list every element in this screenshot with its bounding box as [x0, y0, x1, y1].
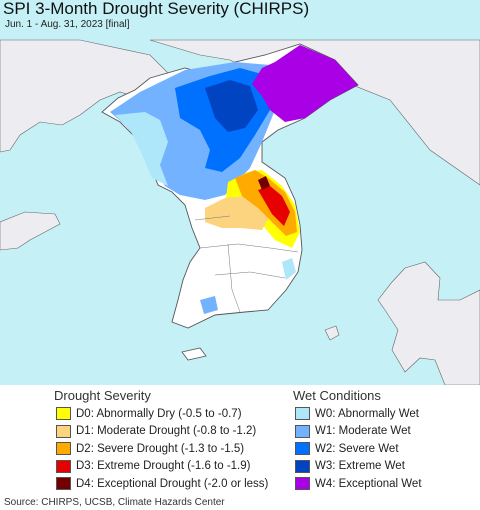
legend-item-d3: D3: Extreme Drought (-1.6 to -1.9): [56, 458, 268, 476]
legend-item-d0: D0: Abnormally Dry (-0.5 to -0.7): [56, 405, 268, 423]
legend-item-d2: D2: Severe Drought (-1.3 to -1.5): [56, 440, 268, 458]
extreme-wet-region: [205, 80, 258, 132]
source-credit: Source: CHIRPS, UCSB, Climate Hazards Ce…: [4, 497, 225, 508]
swatch-d1: [56, 424, 71, 438]
swatch-d2: [56, 442, 71, 456]
swatch-d3: [56, 459, 71, 473]
wet-legend: W0: Abnormally Wet W1: Moderate Wet W2: …: [295, 405, 422, 493]
swatch-w0: [295, 407, 310, 421]
japan-island: [324, 325, 340, 341]
legend-label-w0: W0: Abnormally Wet: [315, 407, 419, 420]
south-wet-patch-west: [200, 296, 218, 314]
legend-label-d1: D1: Moderate Drought (-0.8 to -1.2): [76, 425, 257, 438]
legend-item-w1: W1: Moderate Wet: [295, 423, 422, 441]
china-land: [0, 39, 191, 153]
jeju-island: [181, 347, 207, 361]
extreme-drought-region: [258, 186, 290, 226]
map-title: SPI 3-Month Drought Severity (CHIRPS): [3, 0, 310, 18]
legend-label-d0: D0: Abnormally Dry (-0.5 to -0.7): [76, 407, 242, 420]
legend-label-d4: D4: Exceptional Drought (-2.0 or less): [76, 477, 269, 490]
legend-label-d3: D3: Extreme Drought (-1.6 to -1.9): [76, 460, 251, 473]
legend-item-w3: W3: Extreme Wet: [295, 458, 422, 476]
legend-label-w1: W1: Moderate Wet: [315, 425, 411, 438]
legend-label-d2: D2: Severe Drought (-1.3 to -1.5): [76, 442, 245, 455]
legend-label-w3: W3: Extreme Wet: [315, 460, 405, 473]
drought-legend: D0: Abnormally Dry (-0.5 to -0.7) D1: Mo…: [56, 405, 268, 493]
exceptional-drought-region: [258, 176, 270, 190]
swatch-w3: [295, 459, 310, 473]
swatch-d4: [56, 477, 71, 491]
legend-item-w0: W0: Abnormally Wet: [295, 405, 422, 423]
japan-land: [377, 261, 480, 386]
drought-legend-heading: Drought Severity: [54, 388, 151, 403]
abnormally-wet-region: [115, 112, 168, 186]
map-subtitle: Jun. 1 - Aug. 31, 2023 [final]: [5, 19, 130, 30]
legend-panel: [0, 385, 480, 510]
legend-item-d1: D1: Moderate Drought (-0.8 to -1.2): [56, 423, 268, 441]
swatch-w4: [295, 477, 310, 491]
legend-item-w2: W2: Severe Wet: [295, 440, 422, 458]
swatch-w1: [295, 424, 310, 438]
wet-legend-heading: Wet Conditions: [293, 388, 381, 403]
legend-label-w4: W4: Exceptional Wet: [315, 477, 422, 490]
legend-item-d4: D4: Exceptional Drought (-2.0 or less): [56, 475, 268, 493]
exceptional-wet-region: [252, 45, 358, 122]
swatch-d0: [56, 407, 71, 421]
province-boundaries: [194, 215, 299, 313]
swatch-w2: [295, 442, 310, 456]
south-wet-patch: [282, 258, 296, 280]
legend-item-w4: W4: Exceptional Wet: [295, 475, 422, 493]
shandong-land: [0, 211, 61, 251]
legend-label-w2: W2: Severe Wet: [315, 442, 399, 455]
